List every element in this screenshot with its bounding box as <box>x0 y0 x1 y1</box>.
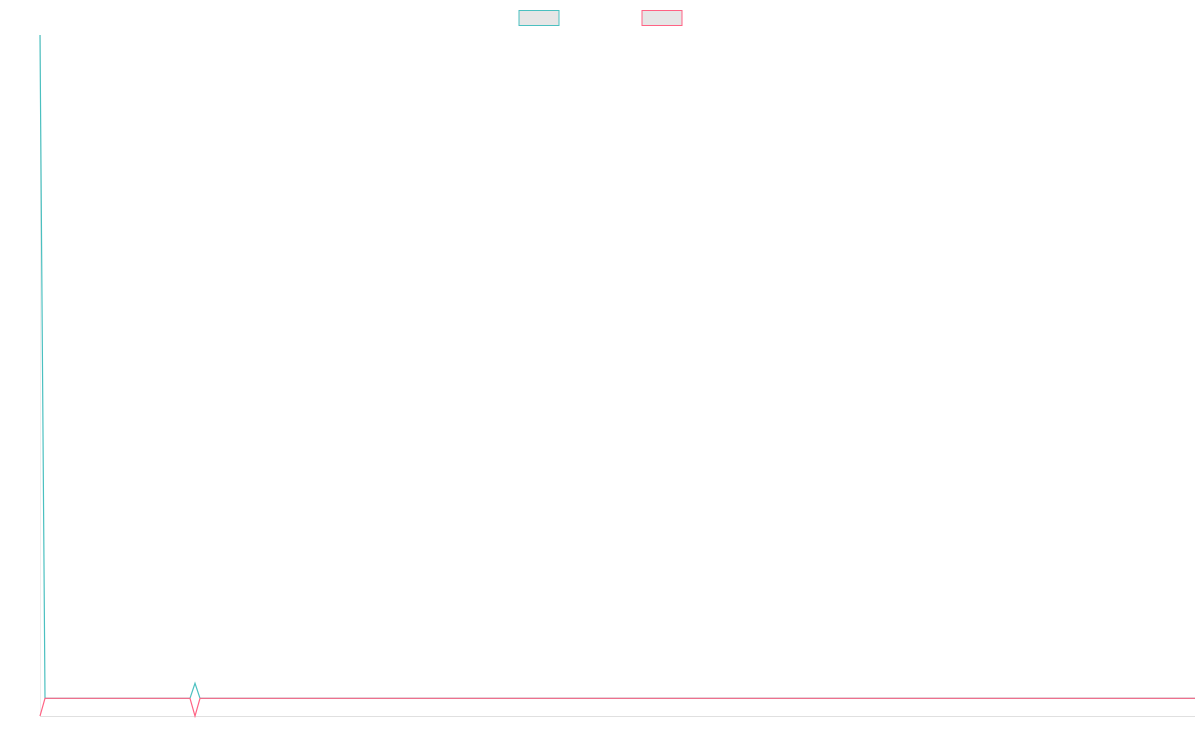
legend-swatch[interactable] <box>518 10 560 26</box>
series-line <box>39 697 1195 719</box>
series-line <box>39 34 1195 699</box>
legend <box>518 10 683 26</box>
legend-swatch[interactable] <box>641 10 683 26</box>
plot-area <box>39 34 1195 719</box>
